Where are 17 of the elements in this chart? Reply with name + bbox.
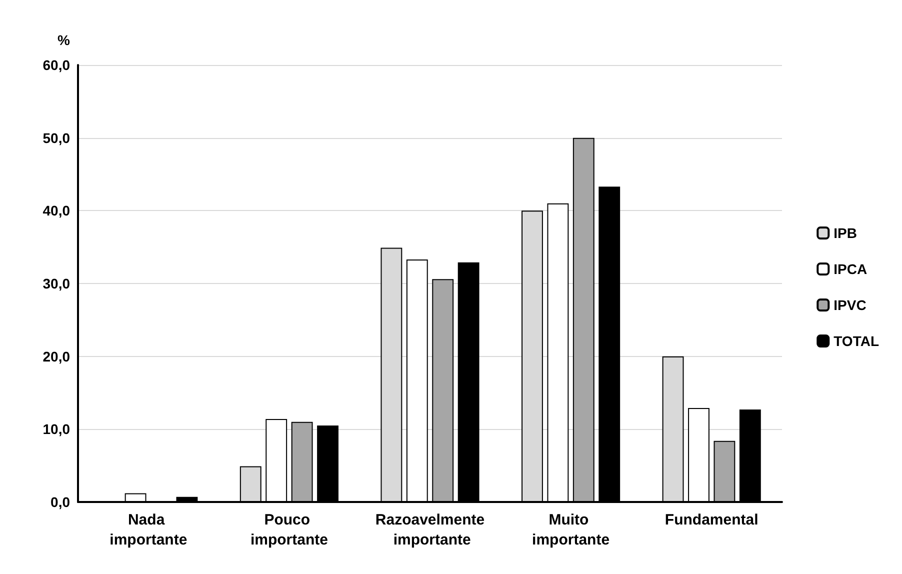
y-tick-label: 40,0 xyxy=(42,202,70,219)
x-tick-label: Pouco importante xyxy=(250,512,328,548)
x-tick-label: Razoavelmente importante xyxy=(375,512,485,548)
legend-label: TOTAL xyxy=(834,333,880,349)
legend-label: IPVC xyxy=(834,297,866,313)
y-tick-label: 50,0 xyxy=(42,130,70,146)
y-tick-label: 10,0 xyxy=(42,421,70,438)
legend-label: IPCA xyxy=(834,261,868,277)
y-tick-label: 60,0 xyxy=(42,57,70,73)
y-tick-label: 30,0 xyxy=(42,276,70,292)
legend-label: IPB xyxy=(834,225,857,241)
x-tick-label: Fundamental xyxy=(664,512,758,528)
y-axis-title: % xyxy=(58,32,71,48)
x-tick-label: Muito importante xyxy=(532,512,610,548)
y-tick-label: 20,0 xyxy=(42,348,70,364)
x-tick-label: Nada importante xyxy=(110,512,188,548)
y-tick-label: 0,0 xyxy=(50,494,70,510)
